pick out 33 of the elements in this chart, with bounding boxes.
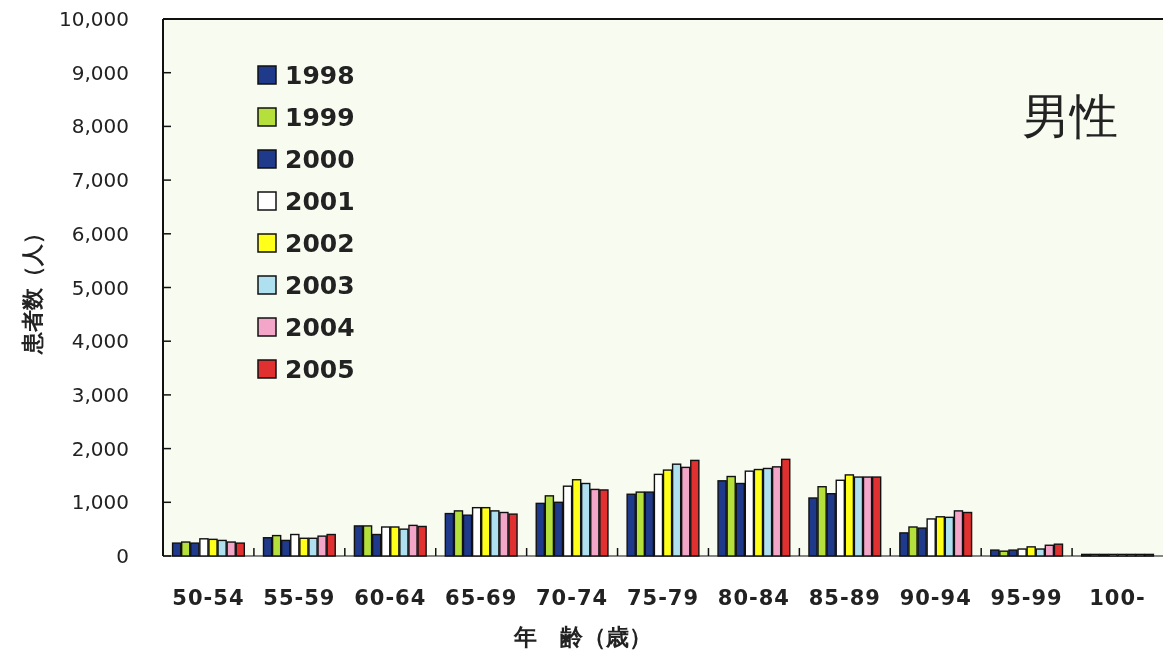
y-tick-label: 0 — [116, 544, 129, 568]
legend-label: 2003 — [285, 271, 355, 300]
y-tick-label: 2,000 — [71, 436, 129, 461]
x-tick-label: 70-74 — [536, 586, 609, 610]
legend-label: 2001 — [285, 187, 355, 216]
x-tick-label: 90-94 — [899, 586, 972, 610]
y-tick-label: 7,000 — [71, 168, 129, 193]
y-tick-label: 4,000 — [71, 329, 129, 354]
x-tick-label: 65-69 — [445, 586, 518, 610]
legend-label: 2004 — [285, 313, 355, 342]
y-axis-title: 患者数（人） — [20, 221, 45, 355]
y-tick-label: 6,000 — [71, 221, 129, 246]
x-tick-label: 50-54 — [172, 586, 245, 610]
x-tick-label: 75-79 — [626, 586, 700, 610]
x-tick-label: 55-59 — [263, 586, 336, 610]
legend-label: 2002 — [285, 229, 355, 258]
text: 男性 — [1022, 88, 1118, 144]
x-axis-title: 年 齢（歳） — [513, 624, 652, 650]
y-tick-label: 3,000 — [71, 382, 129, 407]
y-tick-label: 1,000 — [71, 490, 129, 515]
x-tick-label: 100- — [1089, 586, 1146, 610]
legend-label: 2005 — [285, 355, 355, 384]
legend-label: 1998 — [285, 61, 355, 90]
legend-label: 2000 — [285, 145, 355, 174]
x-tick-label: 60-64 — [354, 586, 427, 610]
x-tick-label: 85-89 — [808, 586, 881, 610]
x-tick-label: 80-84 — [717, 586, 790, 610]
y-tick-label: 9,000 — [71, 60, 129, 85]
y-tick-label: 8,000 — [71, 114, 129, 139]
y-tick-label: 5,000 — [71, 275, 129, 300]
x-tick-label: 95-99 — [990, 586, 1063, 610]
y-tick-label: 10,000 — [59, 7, 129, 31]
legend-label: 1999 — [285, 103, 355, 132]
